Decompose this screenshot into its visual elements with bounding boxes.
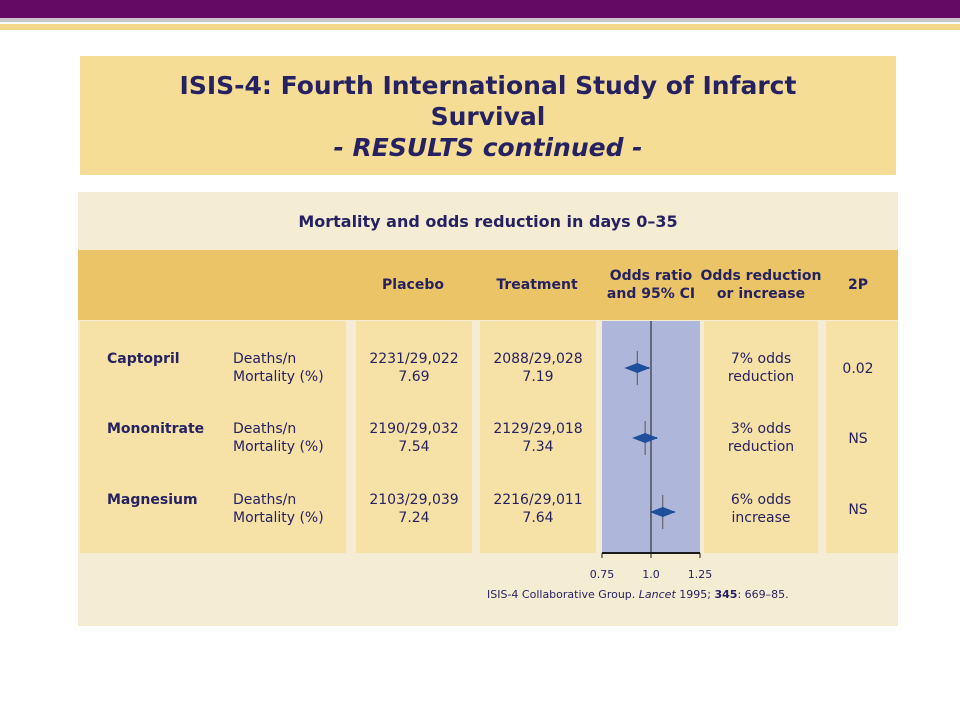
slide-subtitle: - RESULTS continued - xyxy=(333,133,643,162)
placebo-mortality: 7.54 xyxy=(398,439,430,455)
label-column xyxy=(80,321,346,553)
effect-size: 3% odds xyxy=(730,421,792,437)
p-value: NS xyxy=(848,502,868,518)
p-value: NS xyxy=(848,431,868,447)
row-measure-mortality: Mortality (%) xyxy=(233,439,324,455)
treatment-mortality: 7.19 xyxy=(522,369,554,385)
row-measure-mortality: Mortality (%) xyxy=(233,369,324,385)
placebo-deaths: 2231/29,022 xyxy=(369,351,459,367)
forest-plot: 0.75 1.0 1.25 xyxy=(590,321,713,581)
row-measure-deaths: Deaths/n xyxy=(233,351,297,367)
slide-title-box: ISIS-4: Fourth International Study of In… xyxy=(80,56,896,175)
treatment-deaths: 2129/29,018 xyxy=(493,421,583,437)
effect-direction: increase xyxy=(731,510,791,526)
top-banner xyxy=(0,0,960,18)
treatment-column xyxy=(480,321,596,553)
row-drug-mononitrate: Mononitrate xyxy=(107,421,205,437)
citation-pages: : 669–85. xyxy=(737,588,789,601)
treatment-deaths: 2216/29,011 xyxy=(493,492,583,508)
row-measure-mortality: Mortality (%) xyxy=(233,510,324,526)
results-panel: Mortality and odds reduction in days 0–3… xyxy=(78,192,898,626)
row-measure-deaths: Deaths/n xyxy=(233,492,297,508)
placebo-mortality: 7.24 xyxy=(398,510,430,526)
row-drug-captopril: Captopril xyxy=(107,351,180,367)
odds-ratio-marker-captopril xyxy=(624,363,651,373)
treatment-mortality: 7.34 xyxy=(522,439,554,455)
header-placebo: Placebo xyxy=(382,277,444,293)
placebo-mortality: 7.69 xyxy=(398,369,430,385)
x-tick-label: 1.0 xyxy=(642,568,660,581)
effect-size: 6% odds xyxy=(730,492,792,508)
p-value: 0.02 xyxy=(842,361,874,377)
effect-direction: reduction xyxy=(727,439,795,455)
row-measure-deaths: Deaths/n xyxy=(233,421,297,437)
odds-ratio-marker-magnesium xyxy=(649,507,676,517)
effect-size: 7% odds xyxy=(730,351,792,367)
citation-journal: Lancet xyxy=(638,588,676,601)
odds-ratio-marker-mononitrate xyxy=(632,433,659,443)
row-drug-magnesium: Magnesium xyxy=(107,492,198,508)
treatment-deaths: 2088/29,028 xyxy=(493,351,583,367)
header-odds-ratio: Odds ratio and 95% CI xyxy=(606,268,696,302)
citation-year: 1995; xyxy=(679,588,711,601)
x-tick-label: 1.25 xyxy=(688,568,713,581)
treatment-mortality: 7.64 xyxy=(522,510,554,526)
header-band xyxy=(78,250,898,320)
table-heading: Mortality and odds reduction in days 0–3… xyxy=(298,212,678,231)
effect-column xyxy=(704,321,818,553)
x-tick-label: 0.75 xyxy=(590,568,615,581)
placebo-deaths: 2103/29,039 xyxy=(369,492,459,508)
citation-volume: 345 xyxy=(714,588,738,601)
top-divider xyxy=(0,18,960,22)
header-2p: 2P xyxy=(847,277,868,293)
header-treatment: Treatment xyxy=(496,277,578,293)
slide-title: ISIS-4: Fourth International Study of In… xyxy=(179,71,797,131)
effect-direction: reduction xyxy=(727,369,795,385)
placebo-deaths: 2190/29,032 xyxy=(369,421,459,437)
citation-authors: ISIS-4 Collaborative Group. xyxy=(487,588,636,601)
top-accent-stripe xyxy=(0,24,960,30)
header-odds-reduction: Odds reduction or increase xyxy=(700,268,822,302)
placebo-column xyxy=(356,321,472,553)
p-column xyxy=(826,321,898,553)
